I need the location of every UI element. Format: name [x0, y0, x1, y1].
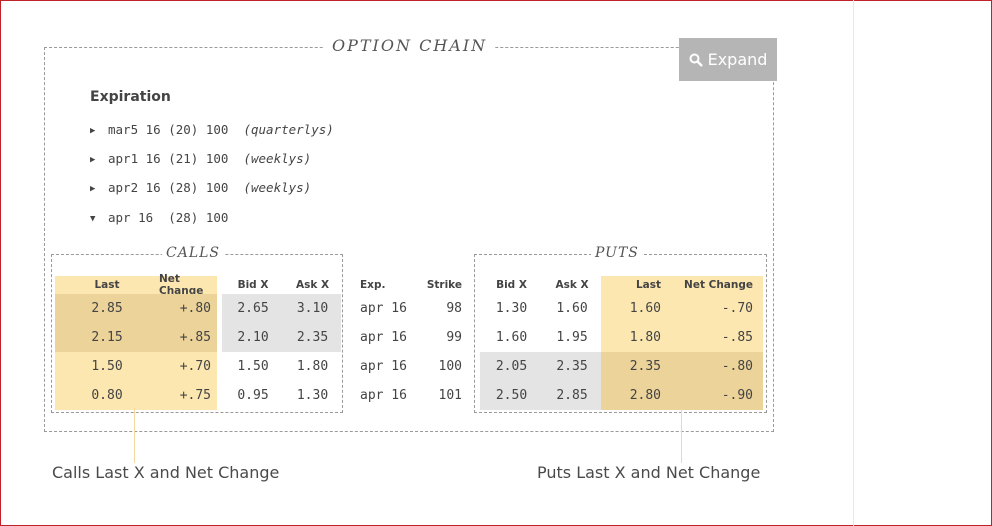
puts-cell: 1.60 [556, 301, 588, 316]
collapse-triangle-icon: ▼ [90, 213, 96, 224]
puts-cell: -.85 [671, 323, 763, 352]
exp-cell: apr 16 [360, 359, 407, 374]
calls-cell: 2.10 [222, 323, 284, 352]
strike-cell: 99 [446, 330, 462, 345]
exp-cell: apr 16 [360, 330, 407, 345]
expiration-item[interactable]: ▶ apr1 16 (21) 100 (weeklys) [90, 151, 334, 180]
puts-cell: 1.60 [601, 294, 671, 323]
puts-cell: 1.60 [495, 330, 528, 345]
puts-cell: 2.80 [601, 381, 671, 410]
exp-cell: apr 16 [360, 388, 407, 403]
strike-cell: 98 [446, 301, 462, 316]
expiration-item[interactable]: ▶ mar5 16 (20) 100 (quarterlys) [90, 122, 334, 151]
calls-cell: 2.65 [222, 294, 284, 323]
puts-callout: Puts Last X and Net Change [537, 463, 761, 482]
expand-button[interactable]: Expand [679, 38, 777, 81]
calls-callout-line [134, 408, 135, 463]
calls-cell: 0.80 [55, 381, 159, 410]
calls-column-header: Last [55, 276, 159, 294]
puts-cell: -.80 [671, 352, 763, 381]
calls-cell: 1.30 [296, 388, 329, 403]
expiration-item[interactable]: ▼ apr 16 (28) 100 [90, 210, 334, 239]
expiration-list: ▶ mar5 16 (20) 100 (quarterlys) ▶ apr1 16 … [90, 122, 334, 239]
puts-cell: 2.50 [480, 381, 543, 410]
calls-column-header: Net Change [159, 273, 217, 297]
calls-label: CALLS [162, 245, 225, 261]
expiration-heading: Expiration [90, 89, 171, 105]
puts-cell: 2.35 [601, 352, 671, 381]
calls-cell: +.85 [159, 323, 217, 352]
exp-column-header: Exp. [360, 279, 386, 291]
calls-cell: +.80 [159, 294, 217, 323]
calls-cell: 2.15 [55, 323, 159, 352]
calls-callout: Calls Last X and Net Change [52, 463, 280, 482]
puts-cell: 1.95 [556, 330, 588, 345]
puts-column-header: Net Change [671, 276, 763, 294]
expiration-item[interactable]: ▶ apr2 16 (28) 100 (weeklys) [90, 180, 334, 209]
calls-cell: 0.95 [237, 388, 269, 403]
calls-cell: 1.50 [55, 352, 159, 381]
calls-cell: 3.10 [284, 294, 341, 323]
calls-column-header: Bid X [237, 279, 269, 291]
puts-cell: 2.35 [543, 352, 601, 381]
puts-cell: 1.80 [601, 323, 671, 352]
calls-column-header: Ask X [295, 279, 330, 291]
magnifier-icon [689, 53, 703, 67]
strike-cell: 101 [438, 388, 462, 403]
puts-cell: 2.85 [543, 381, 601, 410]
calls-cell: +.70 [159, 352, 217, 381]
puts-label: PUTS [591, 245, 643, 261]
expand-triangle-icon: ▶ [90, 184, 96, 195]
puts-cell: 1.30 [495, 301, 528, 316]
puts-column-header: Ask X [555, 279, 589, 291]
option-chain-title: OPTION CHAIN [324, 36, 496, 55]
puts-column-header: Last [601, 276, 671, 294]
expand-triangle-icon: ▶ [90, 126, 96, 136]
expand-label: Expand [707, 50, 768, 69]
puts-callout-line [681, 408, 682, 463]
calls-cell: 2.35 [284, 323, 341, 352]
calls-cell: 1.50 [237, 359, 269, 374]
exp-cell: apr 16 [360, 301, 407, 316]
expand-triangle-icon: ▶ [90, 155, 96, 166]
calls-cell: 2.85 [55, 294, 159, 323]
calls-cell: +.75 [159, 381, 217, 410]
puts-cell: -.90 [671, 381, 763, 410]
puts-cell: -.70 [671, 294, 763, 323]
strike-cell: 100 [438, 359, 462, 374]
strike-column-header: Strike [426, 279, 462, 291]
right-pane-divider [853, 0, 854, 526]
puts-cell: 2.05 [480, 352, 543, 381]
calls-cell: 1.80 [296, 359, 329, 374]
puts-column-header: Bid X [496, 279, 527, 291]
